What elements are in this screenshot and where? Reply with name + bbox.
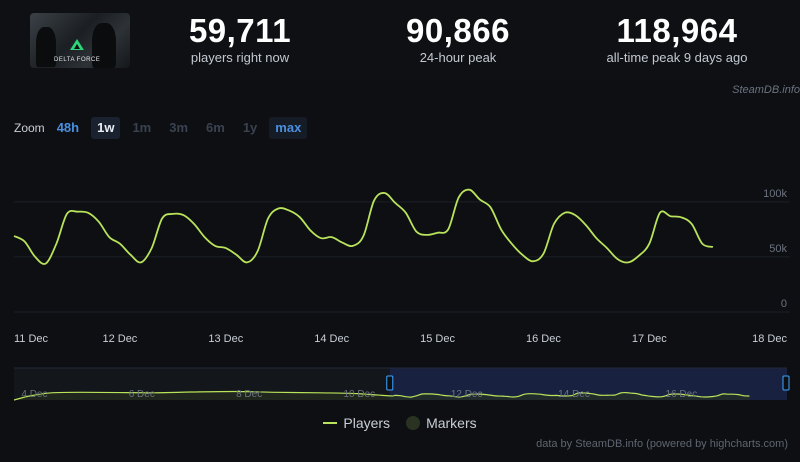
navigator-left-handle[interactable] bbox=[386, 375, 394, 391]
chart-gridlines bbox=[14, 201, 790, 313]
navigator-tick-10-dec: 10 Dec bbox=[343, 389, 375, 400]
soldier-silhouette bbox=[92, 23, 116, 68]
zoom-48h-button[interactable]: 48h bbox=[56, 120, 80, 135]
navigator-tick-16-dec: 16 Dec bbox=[666, 389, 698, 400]
zoom-1m-button: 1m bbox=[132, 120, 152, 135]
soldier-silhouette bbox=[36, 27, 56, 67]
navigator-background bbox=[14, 368, 787, 400]
y-axis: 0 50k 100k bbox=[763, 188, 787, 310]
y-tick-label-50k: 50k bbox=[769, 243, 787, 255]
x-tick-label-13-dec: 13 Dec bbox=[208, 333, 243, 345]
stat-all-time-peak: 118,964 all-time peak 9 days ago bbox=[587, 12, 767, 65]
players-line[interactable] bbox=[13, 188, 714, 265]
x-tick-label-12-dec: 12 Dec bbox=[102, 333, 137, 345]
y-tick-label-0: 0 bbox=[781, 298, 787, 310]
markers-circle-swatch bbox=[406, 416, 421, 430]
stat-label: all-time peak 9 days ago bbox=[606, 50, 748, 65]
navigator-tick-4-dec: 4 Dec bbox=[21, 389, 47, 400]
navigator-tick-12-dec: 12 Dec bbox=[451, 389, 483, 400]
legend-item-players[interactable]: Players bbox=[323, 415, 390, 431]
navigator-selection[interactable] bbox=[389, 368, 787, 400]
zoom-max-button[interactable]: max bbox=[269, 117, 308, 139]
stats-header: DELTA FORCE 59,711 players right now 90,… bbox=[0, 0, 800, 80]
x-tick-label-15-dec: 15 Dec bbox=[420, 333, 455, 345]
stat-value: 59,711 bbox=[188, 12, 292, 49]
x-axis: 11 Dec 12 Dec 13 Dec 14 Dec 15 Dec 16 Dec 17 D… bbox=[14, 333, 787, 345]
navigator-tick-8-dec: 8 Dec bbox=[236, 389, 262, 400]
zoom-1w-button[interactable]: 1w bbox=[91, 117, 121, 139]
x-tick-label-17-dec: 17 Dec bbox=[632, 333, 667, 345]
stat-24h-peak: 90,866 24-hour peak bbox=[368, 12, 548, 65]
highcharts-credit[interactable]: data by SteamDB.info (powered by highcha… bbox=[536, 438, 788, 450]
navigator: 4 Dec 6 Dec 8 Dec 10 Dec 12 Dec 14 Dec 16 Dec bbox=[13, 367, 790, 401]
navigator-tick-6-dec: 6 Dec bbox=[129, 389, 155, 400]
stat-label: 24-hour peak bbox=[419, 50, 497, 65]
navigator-area bbox=[14, 391, 750, 400]
y-tick-label-100k: 100k bbox=[763, 188, 787, 200]
zoom-3m-button: 3m bbox=[169, 120, 189, 135]
zoom-label: Zoom bbox=[14, 121, 45, 135]
x-tick-label-11-dec: 11 Dec bbox=[14, 333, 49, 345]
game-logo-text: DELTA FORCE bbox=[54, 57, 101, 63]
stat-label: players right now bbox=[190, 50, 290, 65]
game-thumbnail[interactable]: DELTA FORCE bbox=[30, 13, 130, 68]
x-tick-label-18-dec: 18 Dec bbox=[752, 333, 787, 345]
navigator-right-handle[interactable] bbox=[782, 375, 790, 391]
players-line-swatch bbox=[323, 422, 338, 424]
chart-legend: Players Markers bbox=[0, 415, 800, 431]
x-tick-label-14-dec: 14 Dec bbox=[314, 333, 349, 345]
legend-label-markers: Markers bbox=[426, 415, 477, 431]
zoom-1y-button: 1y bbox=[242, 120, 258, 135]
stat-current-players: 59,711 players right now bbox=[150, 12, 330, 65]
navigator-line bbox=[13, 390, 750, 401]
steamdb-credit[interactable]: SteamDB.info bbox=[732, 84, 800, 96]
legend-label-players: Players bbox=[343, 415, 391, 431]
zoom-6m-button: 6m bbox=[206, 120, 225, 135]
players-series bbox=[13, 188, 714, 265]
x-tick-label-16-dec: 16 Dec bbox=[526, 333, 561, 345]
zoom-controls: Zoom 48h 1w 1m 3m 6m 1y max bbox=[14, 116, 313, 140]
legend-item-markers[interactable]: Markers bbox=[406, 415, 477, 431]
stat-value: 90,866 bbox=[406, 12, 510, 49]
stat-value: 118,964 bbox=[616, 12, 738, 49]
navigator-tick-14-dec: 14 Dec bbox=[558, 389, 590, 400]
